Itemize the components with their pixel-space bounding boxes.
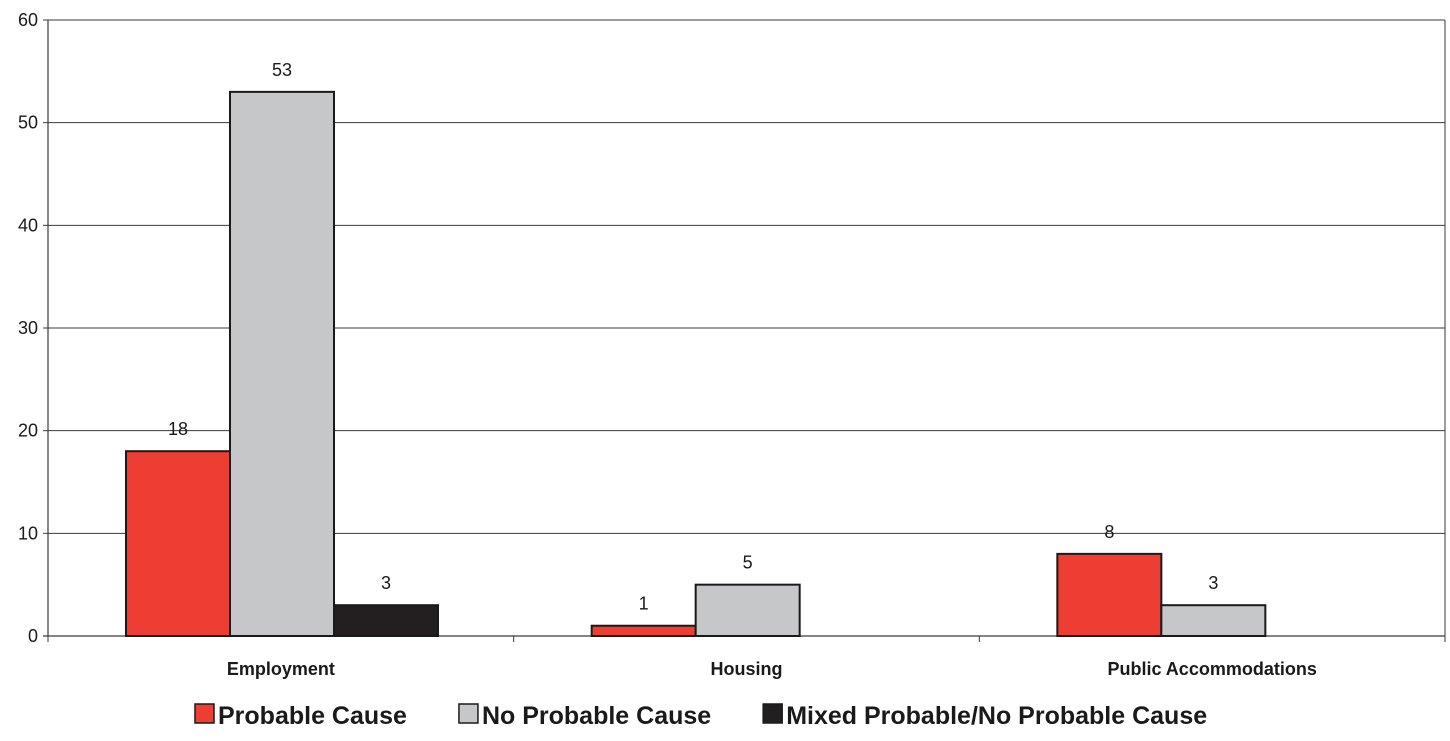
legend: Probable Cause No Probable Cause Mixed Pro… [194,702,1207,730]
legend-label: Mixed Probable/No Probable Cause [786,702,1207,730]
y-tick-label: 50 [18,113,38,133]
legend-swatch [762,703,783,724]
legend-label: Probable Cause [218,702,407,730]
y-tick-label: 0 [28,626,38,646]
bar [694,583,801,638]
bar [590,624,697,638]
y-tick-label: 40 [18,215,38,235]
y-tick-label: 60 [18,10,38,30]
y-tick-label: 30 [18,318,38,338]
x-category-label: Public Accommodations [1107,659,1316,679]
x-category-label: Housing [711,659,783,679]
data-label: 5 [743,553,753,573]
legend-label: No Probable Cause [482,702,711,730]
data-label: 3 [381,573,391,593]
data-label: 53 [272,60,292,80]
bar [125,450,231,638]
data-label: 18 [168,419,188,439]
data-label: 3 [1208,573,1218,593]
y-tick-label: 10 [18,523,38,543]
bar [333,604,439,638]
label-layer: Employment 18 53 3 Housing 1 5 Public Accommoda… [168,60,1317,679]
x-category-label: Employment [227,659,335,679]
y-tick-label: 20 [18,421,38,441]
bar [1056,552,1163,637]
legend-swatch [194,703,215,724]
bar [229,90,335,638]
data-label: 8 [1104,522,1114,542]
data-label: 1 [639,594,649,614]
bar-layer [125,90,1267,638]
bar [1160,604,1267,638]
legend-swatch [458,703,479,724]
